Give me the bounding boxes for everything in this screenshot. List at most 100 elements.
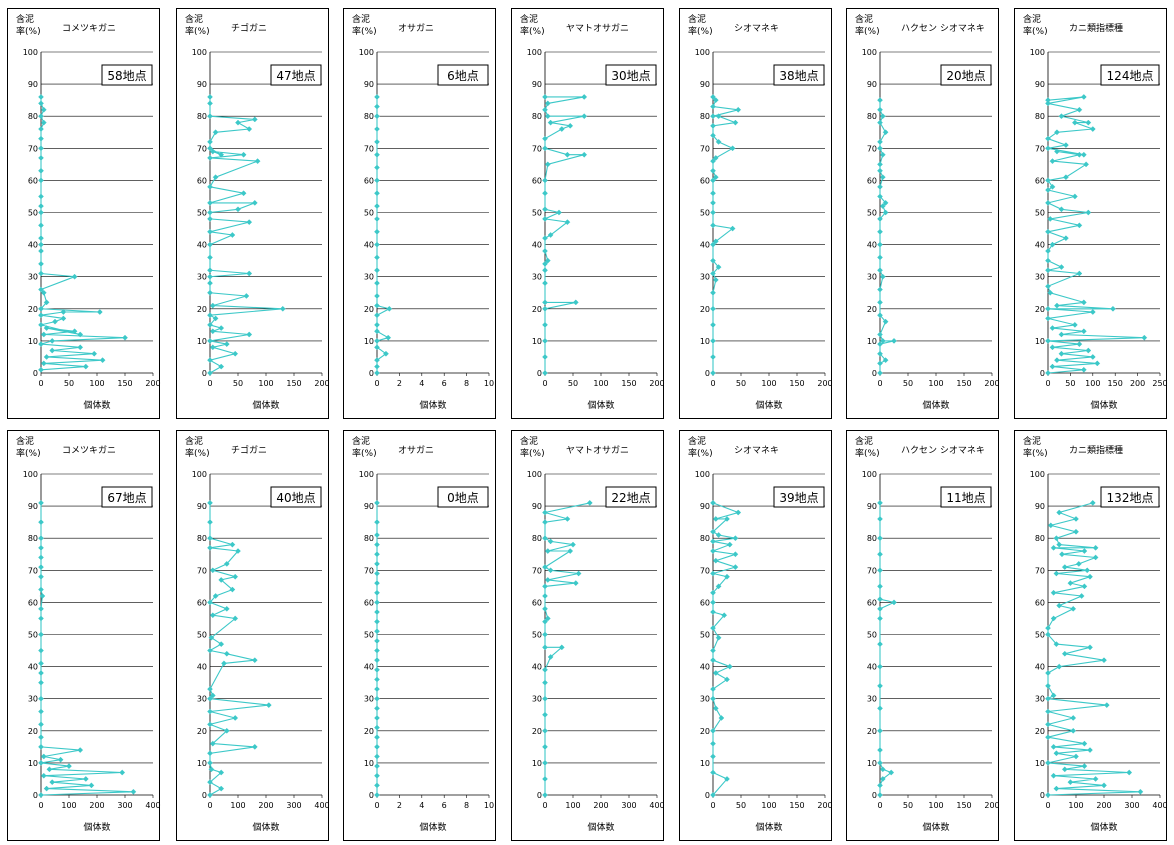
data-point <box>544 257 551 264</box>
data-point <box>1045 721 1051 728</box>
x-tick-label: 400 <box>1152 801 1167 810</box>
site-count-badge <box>940 486 992 508</box>
data-point <box>1053 641 1060 648</box>
data-point <box>374 715 380 721</box>
data-point <box>712 277 719 283</box>
y-axis-label: 率(%) <box>16 25 41 37</box>
x-tick-label: 6 <box>442 379 447 388</box>
data-point <box>38 734 44 741</box>
chart-panel: 含泥率(%) ヤマトオサガニ 0 10 20 30 40 50 60 70 80 90 100 0 50 10… <box>511 8 665 419</box>
data-point <box>374 657 380 664</box>
data-point <box>1050 544 1057 551</box>
data-point <box>38 305 44 312</box>
x-tick-label: 400 <box>314 801 329 810</box>
data-point <box>207 138 213 145</box>
y-tick-label: 20 <box>1035 305 1045 314</box>
data-point <box>542 760 548 766</box>
data-point <box>209 740 216 747</box>
y-tick-label: 10 <box>197 759 207 768</box>
data-point <box>544 161 551 168</box>
y-axis-label: 率(%) <box>185 25 210 37</box>
data-point <box>1076 270 1083 277</box>
y-tick-label: 50 <box>867 209 877 218</box>
data-point <box>38 113 44 120</box>
data-point <box>542 666 548 673</box>
data-point <box>879 776 886 782</box>
data-point <box>38 743 44 750</box>
chart-panel: 含泥率(%) カニ類指標種 0 10 20 30 40 50 60 70 80 90 100 0 100 20… <box>1014 430 1168 841</box>
data-point <box>39 593 46 599</box>
data-point <box>877 216 883 222</box>
data-point <box>1081 740 1088 747</box>
data-point <box>374 370 380 376</box>
y-tick-label: 40 <box>1035 663 1045 672</box>
x-tick-label: 50 <box>568 379 578 388</box>
x-axis-label: 個体数 <box>1090 399 1117 411</box>
data-point <box>877 183 883 190</box>
data-point <box>374 541 380 548</box>
site-count-label: 11地点 <box>946 491 985 505</box>
chart-title: ヤマトオサガニ <box>566 23 629 34</box>
data-point <box>1073 528 1079 535</box>
data-point <box>729 145 736 152</box>
y-tick-label: 10 <box>28 759 38 768</box>
data-point <box>254 158 261 165</box>
data-point <box>1076 222 1083 229</box>
data-point <box>212 129 219 136</box>
data-point <box>207 216 213 222</box>
data-point <box>207 500 213 506</box>
data-point <box>542 727 548 734</box>
site-count-badge <box>101 486 153 508</box>
data-point <box>715 583 722 590</box>
x-tick-label: 200 <box>1096 801 1111 810</box>
y-tick-label: 90 <box>197 502 207 511</box>
data-point <box>122 334 128 341</box>
data-point <box>710 686 716 692</box>
data-point <box>374 560 380 567</box>
data-point <box>207 779 213 786</box>
data-point <box>567 122 574 129</box>
data-point <box>879 766 886 773</box>
chart-panel: 含泥率(%) ハクセン シオマネキ 0 10 20 30 40 50 60 70 80 90 100 0 5… <box>846 8 1000 419</box>
data-point <box>374 551 380 558</box>
data-point <box>232 573 239 580</box>
data-point <box>1084 567 1091 574</box>
data-point <box>374 203 380 209</box>
data-point <box>207 241 213 248</box>
data-point <box>374 628 380 635</box>
data-point <box>718 715 725 721</box>
data-point <box>207 357 213 364</box>
data-point <box>207 254 213 261</box>
x-tick-label: 0 <box>1045 379 1050 388</box>
data-point <box>572 580 579 587</box>
data-point <box>1080 366 1087 373</box>
chart-panel: 含泥率(%) オサガニ 0 10 20 30 40 50 60 70 80 90 100 0 2 4 6 8 10 個… <box>343 430 496 841</box>
data-point <box>38 167 44 174</box>
data-point <box>374 500 380 506</box>
data-point <box>542 583 548 590</box>
data-point <box>877 167 883 174</box>
data-point <box>374 280 380 287</box>
y-tick-label: 70 <box>197 144 207 153</box>
y-axis-label: 率(%) <box>520 447 545 459</box>
data-point <box>1045 792 1051 798</box>
data-point <box>877 535 883 542</box>
data-point <box>542 106 548 113</box>
chart-panel: 含泥率(%) カニ類指標種 0 10 20 30 40 50 60 70 80 90 100 0 50 100… <box>1014 8 1168 419</box>
data-point <box>218 363 225 370</box>
chart-title: カニ類指標種 <box>1069 444 1123 456</box>
x-tick-label: 150 <box>117 379 132 388</box>
data-point <box>223 727 230 734</box>
x-tick-label: 400 <box>145 801 160 810</box>
data-point <box>542 593 548 599</box>
data-point <box>1047 216 1054 222</box>
data-point <box>374 293 380 299</box>
site-count-label: 6地点 <box>447 69 479 83</box>
y-tick-label: 40 <box>867 663 877 672</box>
data-point <box>251 116 258 123</box>
data-point <box>710 167 716 174</box>
data-point <box>879 203 886 209</box>
site-count-badge <box>270 486 322 508</box>
data-point <box>877 161 883 168</box>
data-point <box>877 500 883 506</box>
